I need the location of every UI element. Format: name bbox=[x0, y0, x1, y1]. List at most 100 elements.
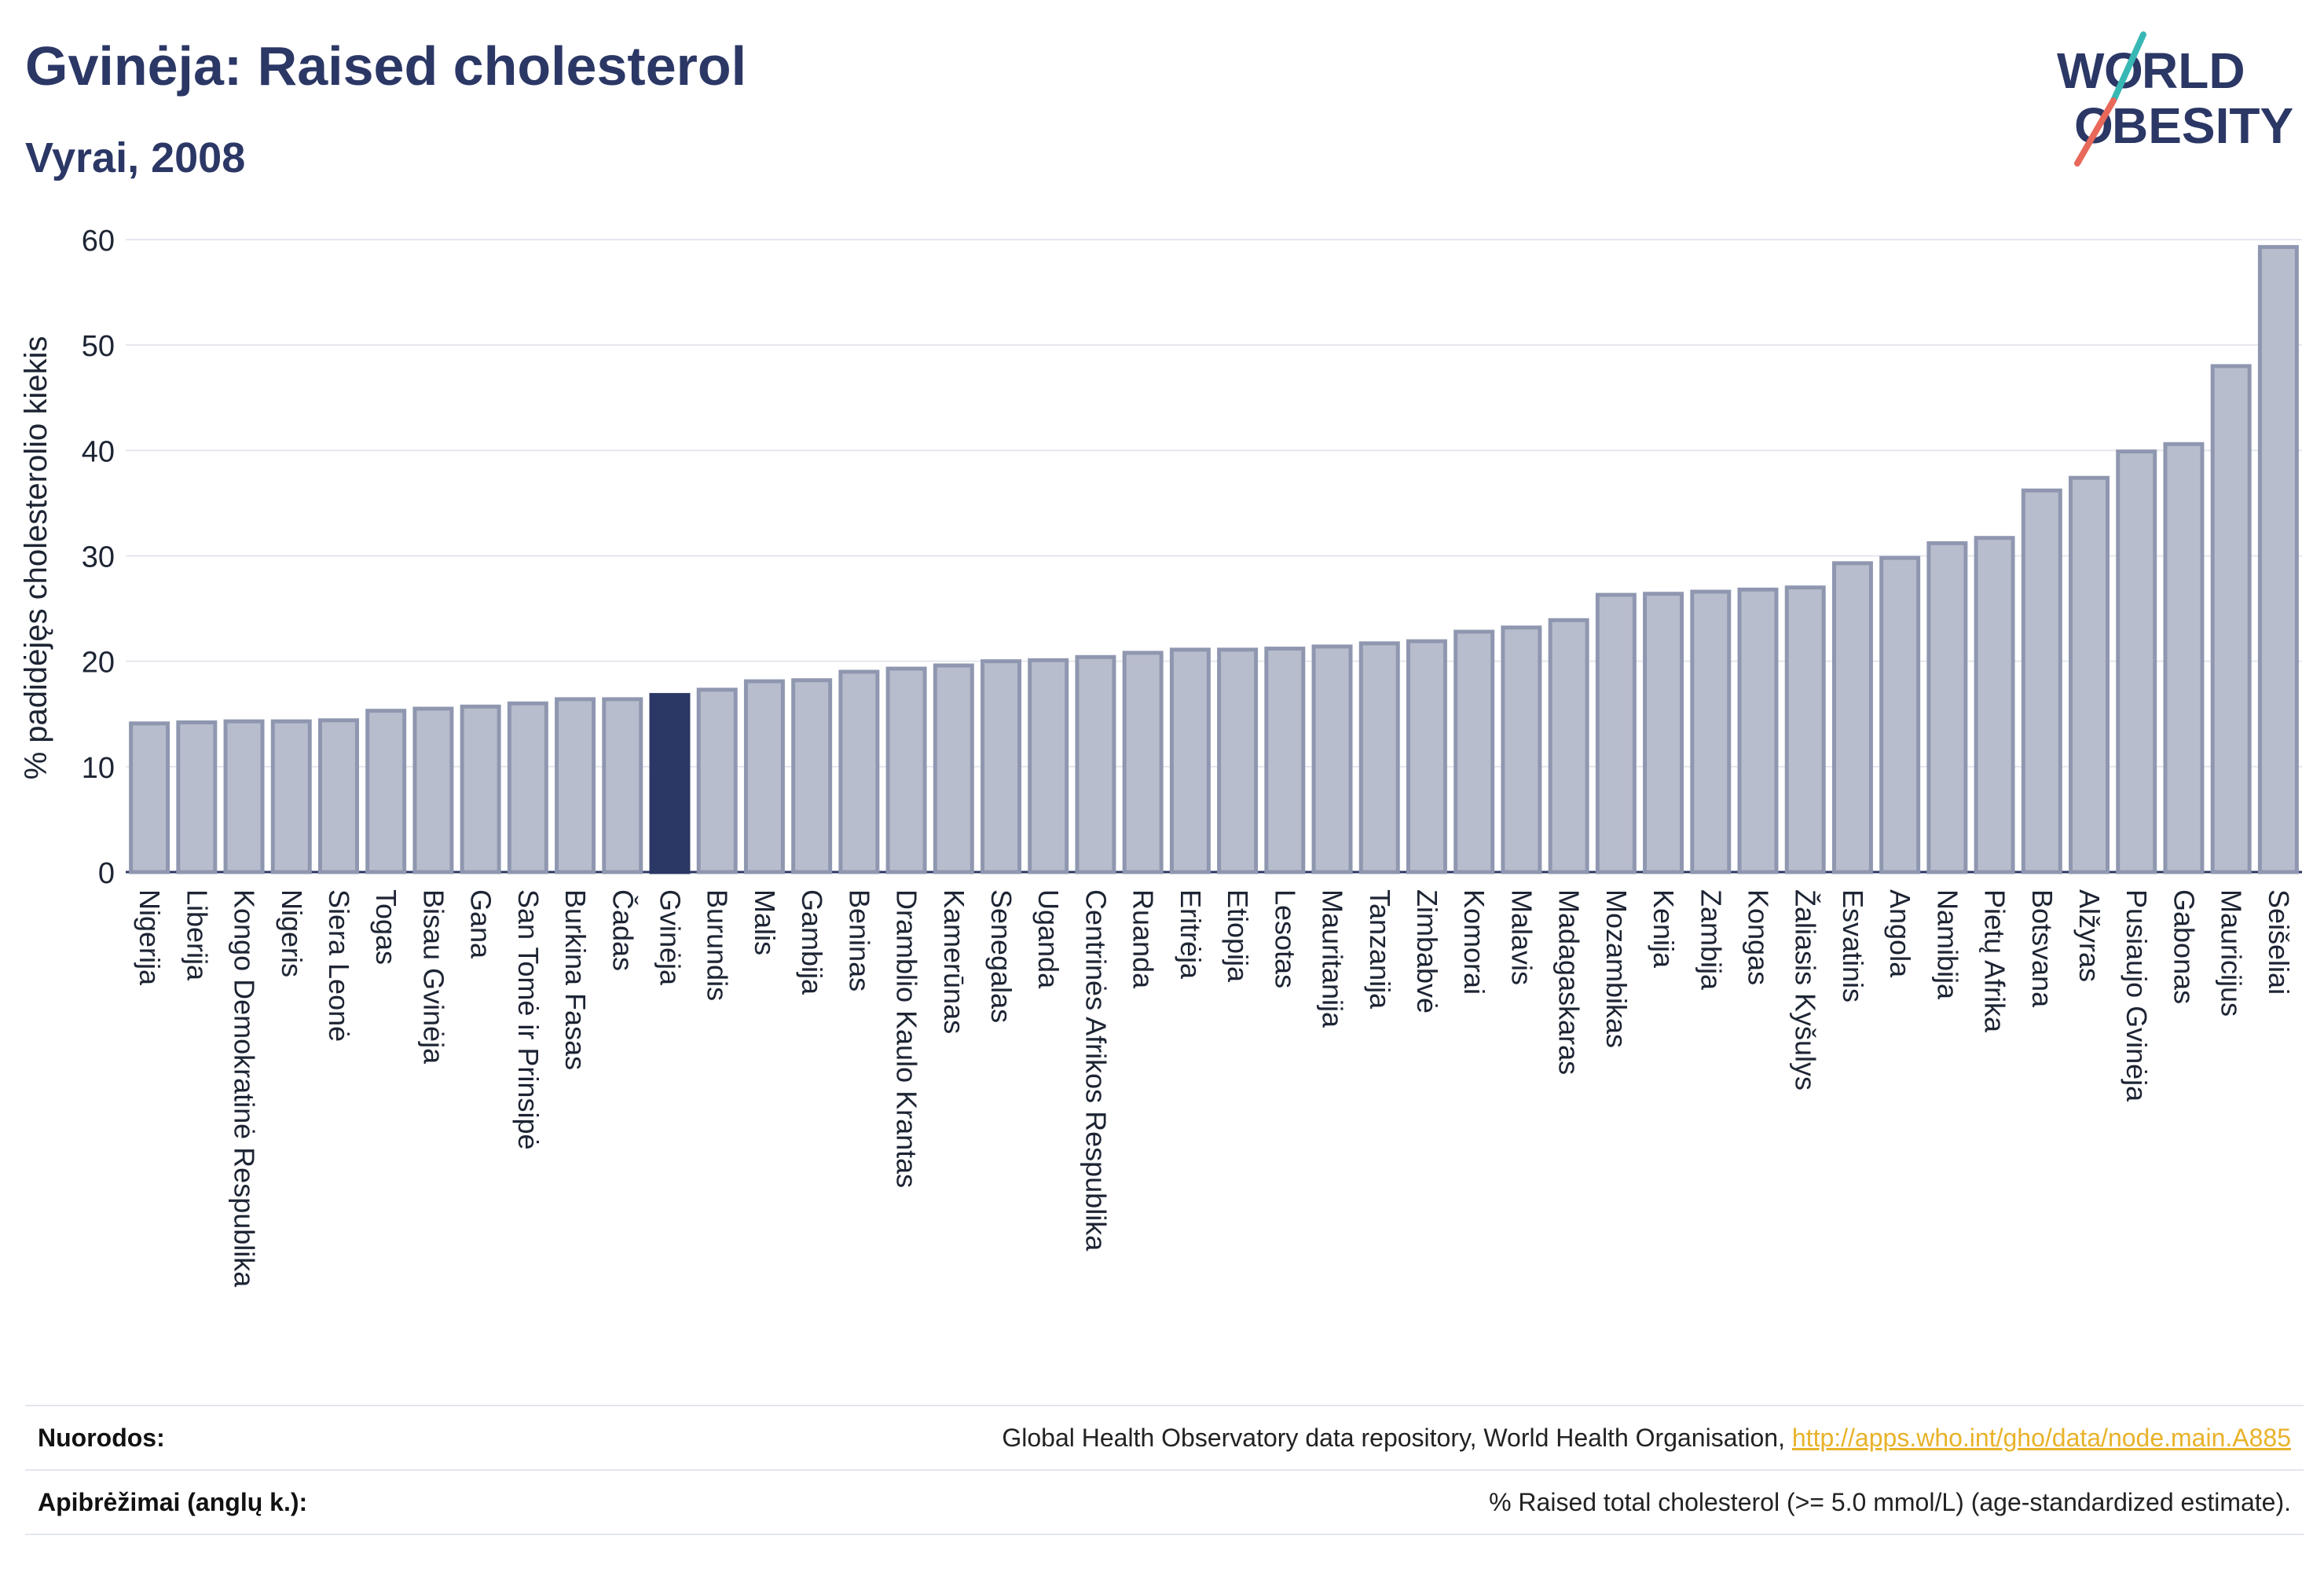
bar bbox=[223, 719, 265, 874]
bar bbox=[1879, 555, 1921, 874]
x-tick-label: Beninas bbox=[843, 889, 875, 991]
bar bbox=[743, 679, 785, 874]
bar bbox=[602, 697, 643, 874]
page-title: Gvinėja: Raised cholesterol bbox=[25, 35, 747, 97]
bar bbox=[1548, 618, 1589, 874]
bar bbox=[2116, 449, 2157, 874]
bar bbox=[129, 721, 170, 874]
x-tick-label: Malis bbox=[749, 889, 781, 955]
x-tick-label: Alžyras bbox=[2073, 889, 2106, 982]
x-axis-labels: Nigerija Liberija Kongo Demokratinė Respub… bbox=[134, 889, 2295, 1288]
bar bbox=[2257, 244, 2299, 874]
world-obesity-logo: W O RLD O BESITY bbox=[2057, 31, 2293, 167]
x-tick-label: Gana bbox=[465, 889, 497, 959]
x-tick-label: Esvatinis bbox=[1837, 889, 1869, 1002]
definitions-value: % Raised total cholesterol (>= 5.0 mmol/… bbox=[1489, 1488, 2291, 1516]
x-tick-label: Senegalas bbox=[985, 889, 1017, 1023]
y-tick-label: 60 bbox=[82, 225, 115, 258]
y-tick-label: 10 bbox=[82, 752, 115, 785]
x-tick-label: Dramblio Kaulo Krantas bbox=[891, 889, 923, 1188]
svg-text:BESITY: BESITY bbox=[2112, 97, 2293, 154]
sources-label: Nuorodos: bbox=[38, 1424, 165, 1452]
x-tick-label: Botsvana bbox=[2026, 889, 2058, 1008]
x-tick-label: Bisau Gvinėja bbox=[417, 889, 449, 1065]
bar bbox=[412, 706, 454, 874]
bar bbox=[176, 720, 218, 874]
x-tick-label: Nigeris bbox=[276, 889, 308, 977]
x-tick-label: San Tomė ir Prinsipė bbox=[512, 889, 544, 1150]
sources-link[interactable]: http://apps.who.int/gho/data/node.main.A… bbox=[1791, 1424, 2291, 1452]
bar bbox=[1122, 651, 1164, 874]
x-tick-label: Pusiaujo Gvinėja bbox=[2121, 889, 2153, 1102]
bar bbox=[933, 663, 974, 874]
bar bbox=[1690, 589, 1732, 874]
x-tick-label: Namibija bbox=[1931, 889, 1963, 1000]
x-tick-label: Togas bbox=[370, 889, 402, 965]
x-tick-label: Kongas bbox=[1743, 889, 1775, 985]
sources-text: Global Health Observatory data repositor… bbox=[1002, 1424, 1792, 1452]
y-axis-ticks: 0 10 20 30 40 50 60 bbox=[82, 225, 115, 890]
bar bbox=[2021, 488, 2062, 874]
sources-value: Global Health Observatory data repositor… bbox=[1002, 1424, 2291, 1453]
x-tick-label: Eritrėja bbox=[1175, 889, 1207, 980]
x-tick-label: Mozambikas bbox=[1600, 889, 1633, 1048]
x-tick-label: Tanzanija bbox=[1364, 889, 1396, 1010]
bar bbox=[1311, 644, 1353, 874]
y-tick-label: 30 bbox=[82, 541, 115, 574]
bar bbox=[1406, 639, 1447, 874]
bar bbox=[1169, 647, 1211, 874]
x-tick-label: Žaliasis Kyšulys bbox=[1790, 889, 1822, 1090]
bar bbox=[460, 704, 501, 874]
definitions-row: Apibrėžimai (anglų k.): % Raised total c… bbox=[25, 1469, 2304, 1535]
bar bbox=[1643, 592, 1684, 874]
x-tick-label: Etiopija bbox=[1222, 889, 1254, 983]
x-tick-label: Gvinėja bbox=[654, 889, 687, 986]
bar bbox=[1737, 587, 1779, 874]
x-tick-label: Seišeliai bbox=[2263, 889, 2295, 995]
bar bbox=[1595, 592, 1637, 874]
bars bbox=[129, 244, 2299, 874]
bar bbox=[1926, 541, 1968, 874]
x-tick-label: Malavis bbox=[1505, 889, 1538, 985]
bar bbox=[981, 659, 1022, 874]
bar bbox=[1974, 536, 2015, 874]
x-tick-label: Centrinės Afrikos Respublika bbox=[1080, 889, 1112, 1252]
x-tick-label: Mauricijus bbox=[2216, 889, 2248, 1017]
bar bbox=[885, 666, 927, 874]
x-tick-label: Gabonas bbox=[2168, 889, 2200, 1004]
page-subtitle: Vyrai, 2008 bbox=[25, 134, 246, 181]
bar-highlighted bbox=[649, 693, 691, 874]
x-tick-label: Ruanda bbox=[1127, 889, 1160, 989]
bar bbox=[2210, 364, 2252, 874]
y-tick-label: 20 bbox=[82, 647, 115, 680]
sources-row: Nuorodos: Global Health Observatory data… bbox=[25, 1405, 2304, 1469]
x-tick-label: Burundis bbox=[702, 889, 734, 1001]
bar bbox=[507, 701, 548, 874]
x-tick-label: Kenija bbox=[1648, 889, 1680, 969]
bar bbox=[365, 709, 407, 874]
y-tick-label: 40 bbox=[82, 435, 115, 468]
x-tick-label: Angola bbox=[1884, 889, 1916, 978]
definitions-label: Apibrėžimai (anglų k.): bbox=[38, 1488, 308, 1516]
bar bbox=[1358, 641, 1400, 874]
bar bbox=[1264, 647, 1306, 874]
bar bbox=[1831, 561, 1873, 874]
bar bbox=[1217, 647, 1259, 874]
svg-text:RLD: RLD bbox=[2142, 42, 2245, 99]
x-tick-label: Lesotas bbox=[1269, 889, 1301, 988]
bar bbox=[791, 678, 833, 874]
x-tick-label: Kongo Demokratinė Respublika bbox=[229, 889, 261, 1288]
x-tick-label: Čadas bbox=[607, 889, 639, 971]
x-tick-label: Nigerija bbox=[134, 889, 166, 986]
bar bbox=[270, 719, 312, 874]
x-tick-label: Zimbabvė bbox=[1411, 889, 1443, 1013]
x-tick-label: Uganda bbox=[1032, 889, 1065, 989]
x-tick-label: Madagaskaras bbox=[1553, 889, 1585, 1075]
bar bbox=[555, 697, 596, 874]
x-tick-label: Komorai bbox=[1458, 889, 1490, 995]
bar bbox=[1453, 629, 1495, 874]
x-tick-label: Siera Leonė bbox=[323, 889, 355, 1042]
bar bbox=[838, 669, 880, 874]
bar bbox=[2163, 442, 2205, 874]
y-axis-label: % padidėjęs cholesterolio kiekis bbox=[19, 335, 53, 780]
